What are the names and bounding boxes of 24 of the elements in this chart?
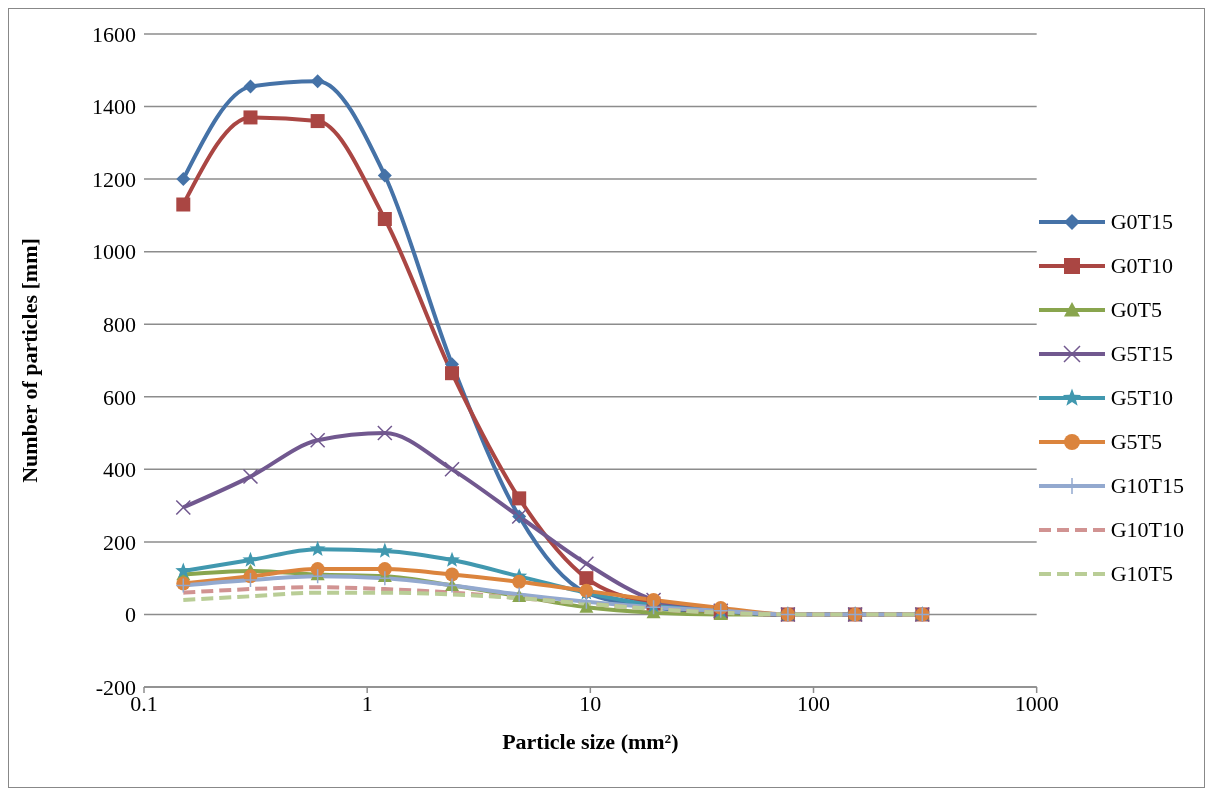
legend-label: G5T5	[1110, 429, 1162, 455]
legend-label: G0T5	[1110, 297, 1162, 323]
y-tick-label: 1200	[92, 166, 136, 192]
legend-label: G5T15	[1110, 341, 1173, 367]
x-axis-title: Particle size (mm²)	[502, 729, 679, 754]
legend-label: G10T5	[1110, 561, 1173, 587]
x-tick-label: 1000	[1014, 690, 1059, 716]
y-tick-label: 400	[103, 457, 136, 483]
x-tick-label: 100	[797, 690, 830, 716]
y-axis-title: Number of particles [mm]	[16, 238, 42, 483]
x-tick-label: 10	[579, 690, 602, 716]
legend-label: G10T10	[1110, 517, 1184, 543]
legend-label: G5T10	[1110, 385, 1173, 411]
legend-label: G0T10	[1110, 253, 1173, 279]
y-tick-label: 800	[103, 312, 136, 338]
y-tick-label: 200	[103, 529, 136, 555]
x-tick-label: 1	[361, 690, 373, 716]
y-tick-label: 1000	[92, 239, 136, 265]
y-tick-label: 0	[125, 602, 136, 628]
y-tick-label: 600	[103, 384, 136, 410]
y-tick-label: 1400	[92, 94, 136, 120]
legend-label: G10T15	[1110, 473, 1184, 499]
legend-label: G0T15	[1110, 209, 1173, 235]
y-tick-label: 1600	[92, 21, 136, 47]
